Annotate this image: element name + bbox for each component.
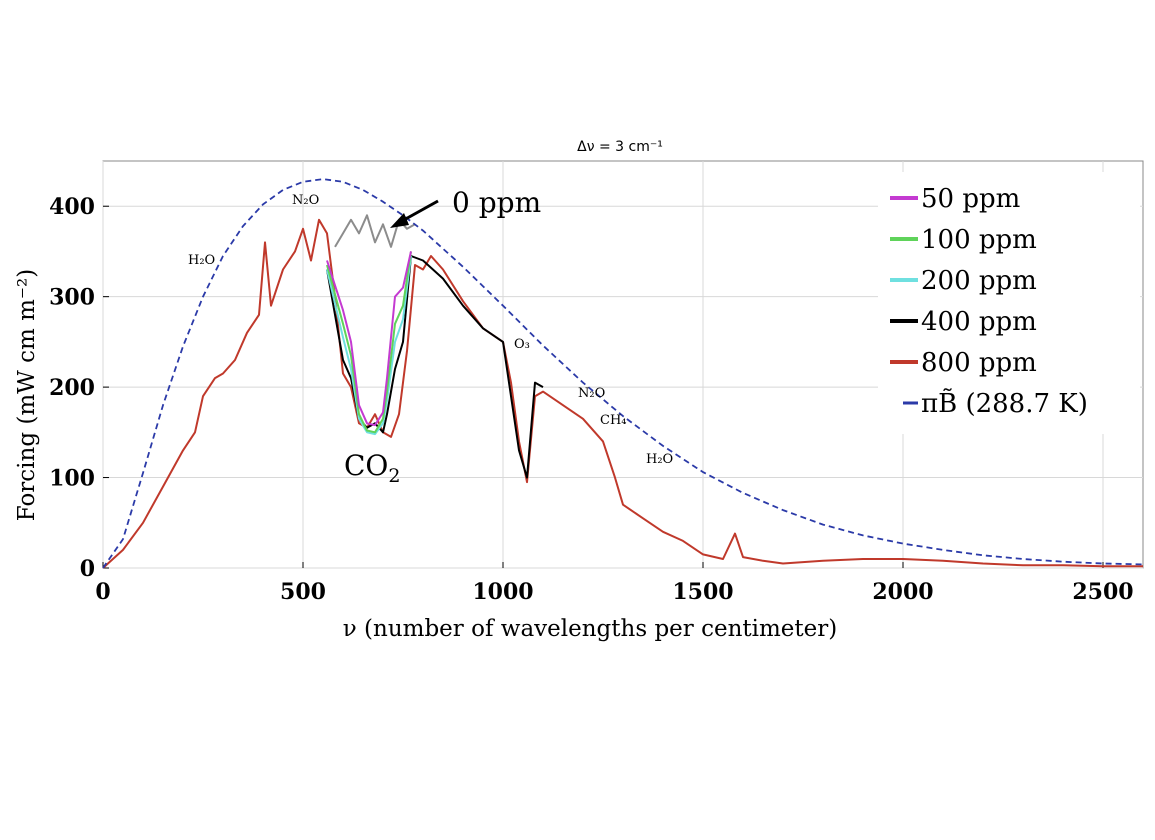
legend-label: 400 ppm — [921, 307, 1037, 337]
x-tick-label: 2500 — [1072, 579, 1133, 605]
series-line-100-ppm — [326, 251, 412, 434]
legend-item: 800 ppm — [890, 348, 1037, 378]
chart-title: Δν = 3 cm⁻¹ — [577, 139, 663, 155]
series-line-400-ppm — [326, 255, 544, 479]
annotation-co2: CO2 — [344, 449, 400, 487]
x-tick-label: 2000 — [872, 579, 933, 605]
x-tick-label: 500 — [280, 579, 326, 605]
annotation-h2o-left: H₂O — [188, 253, 215, 268]
series-layer — [102, 178, 1144, 569]
x-tick-label: 1000 — [472, 579, 533, 605]
y-tick-label: 100 — [49, 466, 95, 492]
annotation-n2o-right: N₂O — [578, 386, 605, 401]
x-tick-label: 1500 — [672, 579, 733, 605]
axis-ticks: 0 500 1000 1500 2000 2500 0 100 200 300 400 — [49, 194, 1134, 605]
legend-box — [878, 172, 1140, 434]
legend-item: 100 ppm — [890, 225, 1037, 255]
legend-item: 400 ppm — [890, 307, 1037, 337]
annotation-h2o-right: H₂O — [646, 452, 673, 467]
zero-ppm-arrow — [390, 199, 439, 228]
annotation-ch4: CH₄ — [600, 413, 627, 428]
annotation-o3: O₃ — [514, 337, 530, 352]
series-line-b-288-7-k — [102, 178, 1144, 569]
series-line-50-ppm — [326, 251, 412, 427]
co2-subscript: 2 — [388, 465, 400, 487]
legend-item: 200 ppm — [890, 266, 1037, 296]
legend-item: 50 ppm — [890, 184, 1020, 214]
series-line-800-ppm — [102, 218, 1143, 569]
y-tick-label: 200 — [49, 375, 95, 401]
x-tick-label: 0 — [95, 579, 110, 605]
annotation-zero-ppm: 0 ppm — [452, 186, 541, 219]
legend-label: 100 ppm — [921, 225, 1037, 255]
y-tick-label: 300 — [49, 285, 95, 311]
legend-label: 800 ppm — [921, 348, 1037, 378]
legend-item: πB̃ (288.7 K) — [903, 388, 1088, 419]
y-tick-label: 0 — [80, 556, 95, 582]
series-line-200-ppm — [326, 255, 412, 436]
y-axis-label: Forcing (mW cm m⁻²) — [14, 269, 40, 522]
annotation-n2o-top: N₂O — [292, 193, 319, 208]
x-axis-label: ν (number of wavelengths per centimeter) — [343, 616, 837, 642]
legend-label: 50 ppm — [921, 184, 1020, 214]
legend: 50 ppm 100 ppm 200 ppm 400 ppm 800 ppm πB̃ (2… — [878, 172, 1140, 434]
co2-text: CO — [344, 449, 388, 482]
legend-label: 200 ppm — [921, 266, 1037, 296]
legend-label: πB̃ (288.7 K) — [921, 388, 1088, 419]
y-tick-label: 400 — [49, 194, 95, 220]
